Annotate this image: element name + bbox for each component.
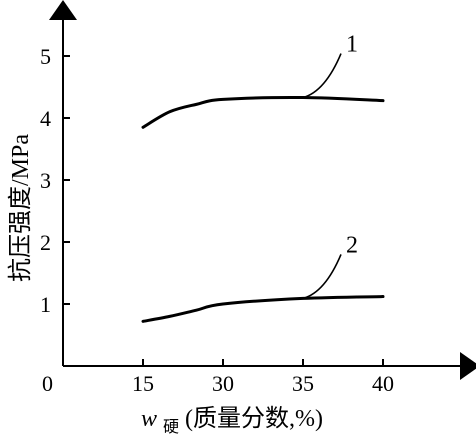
y-tick-label: 4	[40, 106, 51, 131]
series-line-1	[141, 96, 385, 129]
series-label-2: 2	[346, 232, 358, 258]
series-label-leader	[302, 53, 342, 99]
y-tick-label: 5	[40, 44, 51, 69]
y-tick-label: 2	[40, 230, 51, 255]
x-axis-label-subscript: 硬	[163, 419, 179, 436]
x-axis-label-rest: (质量分数,%)	[185, 405, 323, 432]
series-line-2	[141, 295, 385, 323]
y-tick-labels: 1 2 3 4 5	[40, 44, 70, 317]
x-tick-label: 30	[212, 371, 234, 396]
series-group: 12	[141, 32, 385, 323]
y-axis-label: 抗压强度/MPa	[7, 134, 34, 282]
series-label-1: 1	[346, 32, 358, 58]
x-axis-label-symbol: w	[141, 406, 157, 432]
x-tick-label: 35	[292, 371, 314, 396]
x-tick-label: 15	[132, 371, 154, 396]
series-label-leader	[302, 254, 342, 300]
y-tick-label: 3	[40, 168, 51, 193]
x-tick-labels: 15 30 35 40	[132, 359, 394, 396]
y-tick-label: 1	[40, 292, 51, 317]
x-tick-label: 40	[372, 371, 394, 396]
origin-label: 0	[42, 371, 53, 396]
x-axis-label: w 硬 (质量分数,%)	[141, 405, 323, 438]
axes	[49, 0, 476, 380]
